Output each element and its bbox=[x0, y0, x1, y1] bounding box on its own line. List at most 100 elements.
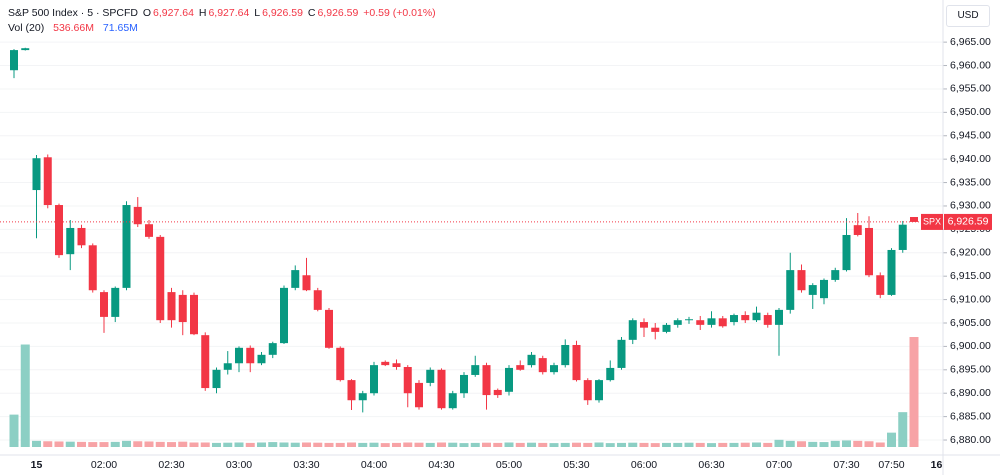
candle-body bbox=[302, 275, 311, 291]
y-tick-label: 6,895.00 bbox=[950, 364, 991, 376]
y-tick-label: 6,945.00 bbox=[950, 130, 991, 142]
volume-bar bbox=[223, 442, 233, 447]
volume-bar bbox=[380, 443, 390, 447]
candle-body bbox=[493, 389, 502, 396]
candle-body bbox=[167, 292, 176, 321]
candle-body bbox=[572, 344, 581, 381]
y-tick-label: 6,910.00 bbox=[950, 293, 991, 305]
candle-body bbox=[66, 227, 75, 255]
candle-body bbox=[471, 365, 480, 375]
y-tick-label: 6,915.00 bbox=[950, 270, 991, 282]
candle-body bbox=[595, 380, 603, 401]
candle-body bbox=[43, 157, 52, 206]
candle-body bbox=[786, 270, 795, 310]
candle-body bbox=[21, 48, 30, 51]
volume-bar bbox=[898, 412, 908, 447]
volume-bar bbox=[313, 442, 323, 447]
y-tick-label: 6,900.00 bbox=[950, 340, 991, 352]
o-label: O bbox=[142, 7, 152, 19]
volume-bar bbox=[358, 442, 368, 447]
symbol: S&P 500 Index · 5 · SPCFD bbox=[8, 7, 138, 19]
candle-body bbox=[538, 358, 547, 373]
c-label: C bbox=[307, 7, 316, 19]
volume-bar bbox=[425, 442, 435, 447]
candle-body bbox=[718, 318, 727, 327]
volume-bar bbox=[842, 440, 851, 447]
candle-body bbox=[370, 365, 378, 394]
y-tick-label: 6,905.00 bbox=[950, 317, 991, 329]
candle-body bbox=[212, 369, 221, 389]
candle-body bbox=[235, 347, 243, 364]
candle-body bbox=[876, 275, 885, 295]
candle-body bbox=[100, 292, 108, 317]
volume-bar bbox=[122, 440, 131, 447]
candle-body bbox=[842, 234, 851, 271]
candle-body bbox=[268, 343, 277, 355]
x-tick-label: 15 bbox=[31, 459, 43, 471]
candle-body bbox=[426, 369, 435, 383]
candle-body bbox=[853, 225, 862, 235]
volume-bar bbox=[763, 442, 773, 447]
volume-bar bbox=[234, 442, 244, 447]
x-tick-label: 02:30 bbox=[158, 459, 184, 471]
x-tick-label: 04:00 bbox=[361, 459, 387, 471]
x-tick-label: 03:30 bbox=[293, 459, 319, 471]
candle-body bbox=[325, 309, 333, 348]
x-tick-label: 07:50 bbox=[878, 459, 904, 471]
volume-bar bbox=[392, 442, 401, 447]
volume-bar bbox=[133, 441, 143, 447]
candle-body bbox=[133, 206, 142, 225]
volume-bar bbox=[887, 432, 896, 447]
volume-bar bbox=[189, 442, 199, 447]
price-tag-box bbox=[921, 213, 943, 230]
candle-body bbox=[797, 270, 806, 291]
volume-bar bbox=[9, 414, 19, 447]
candle-body bbox=[606, 367, 615, 381]
volume-bar bbox=[650, 443, 660, 447]
volume-bar bbox=[875, 442, 885, 447]
candle-body bbox=[550, 365, 558, 373]
candle-body bbox=[831, 270, 840, 280]
candle-body bbox=[415, 382, 423, 408]
candle-body bbox=[145, 224, 153, 237]
l-label: L bbox=[254, 7, 261, 19]
volume-bar bbox=[628, 442, 638, 447]
candle-body bbox=[707, 318, 716, 325]
volume-bar bbox=[279, 442, 289, 447]
volume-bar bbox=[88, 442, 98, 447]
volume-bar bbox=[99, 442, 109, 447]
volume-bar bbox=[684, 442, 694, 447]
candle-body bbox=[640, 322, 648, 328]
volume-value: 536.66M bbox=[53, 22, 94, 34]
candle-body bbox=[460, 374, 468, 394]
candle-body bbox=[437, 369, 446, 409]
candle-body bbox=[10, 50, 18, 71]
candle-body bbox=[77, 227, 86, 246]
volume-bar bbox=[65, 441, 75, 447]
volume-bar bbox=[853, 440, 863, 447]
candle-body bbox=[865, 227, 873, 276]
volume-bar bbox=[707, 443, 716, 447]
volume-bar bbox=[740, 442, 750, 447]
h-label: H bbox=[198, 7, 207, 19]
volume-bar bbox=[482, 442, 491, 447]
x-tick-label: 05:00 bbox=[496, 459, 522, 471]
volume-bar bbox=[572, 442, 581, 447]
candle-body bbox=[527, 354, 536, 366]
volume-bar bbox=[155, 441, 165, 447]
candle-body bbox=[32, 158, 41, 191]
x-tick-label: 04:30 bbox=[428, 459, 454, 471]
x-tick-label: 02:00 bbox=[91, 459, 117, 471]
candle-body bbox=[696, 320, 705, 325]
price-label: 6,926.59 bbox=[948, 216, 989, 228]
candle-body bbox=[763, 315, 772, 325]
y-tick-label: 6,880.00 bbox=[950, 434, 991, 446]
volume-bar bbox=[335, 442, 345, 447]
volume-legend: Vol (20) 536.66M 71.65M bbox=[8, 22, 140, 34]
currency-button[interactable]: USD bbox=[946, 5, 990, 27]
y-tick-label: 6,885.00 bbox=[950, 410, 991, 422]
y-tick-label: 6,935.00 bbox=[950, 176, 991, 188]
volume-bar bbox=[347, 442, 356, 447]
candle-body bbox=[201, 335, 210, 389]
